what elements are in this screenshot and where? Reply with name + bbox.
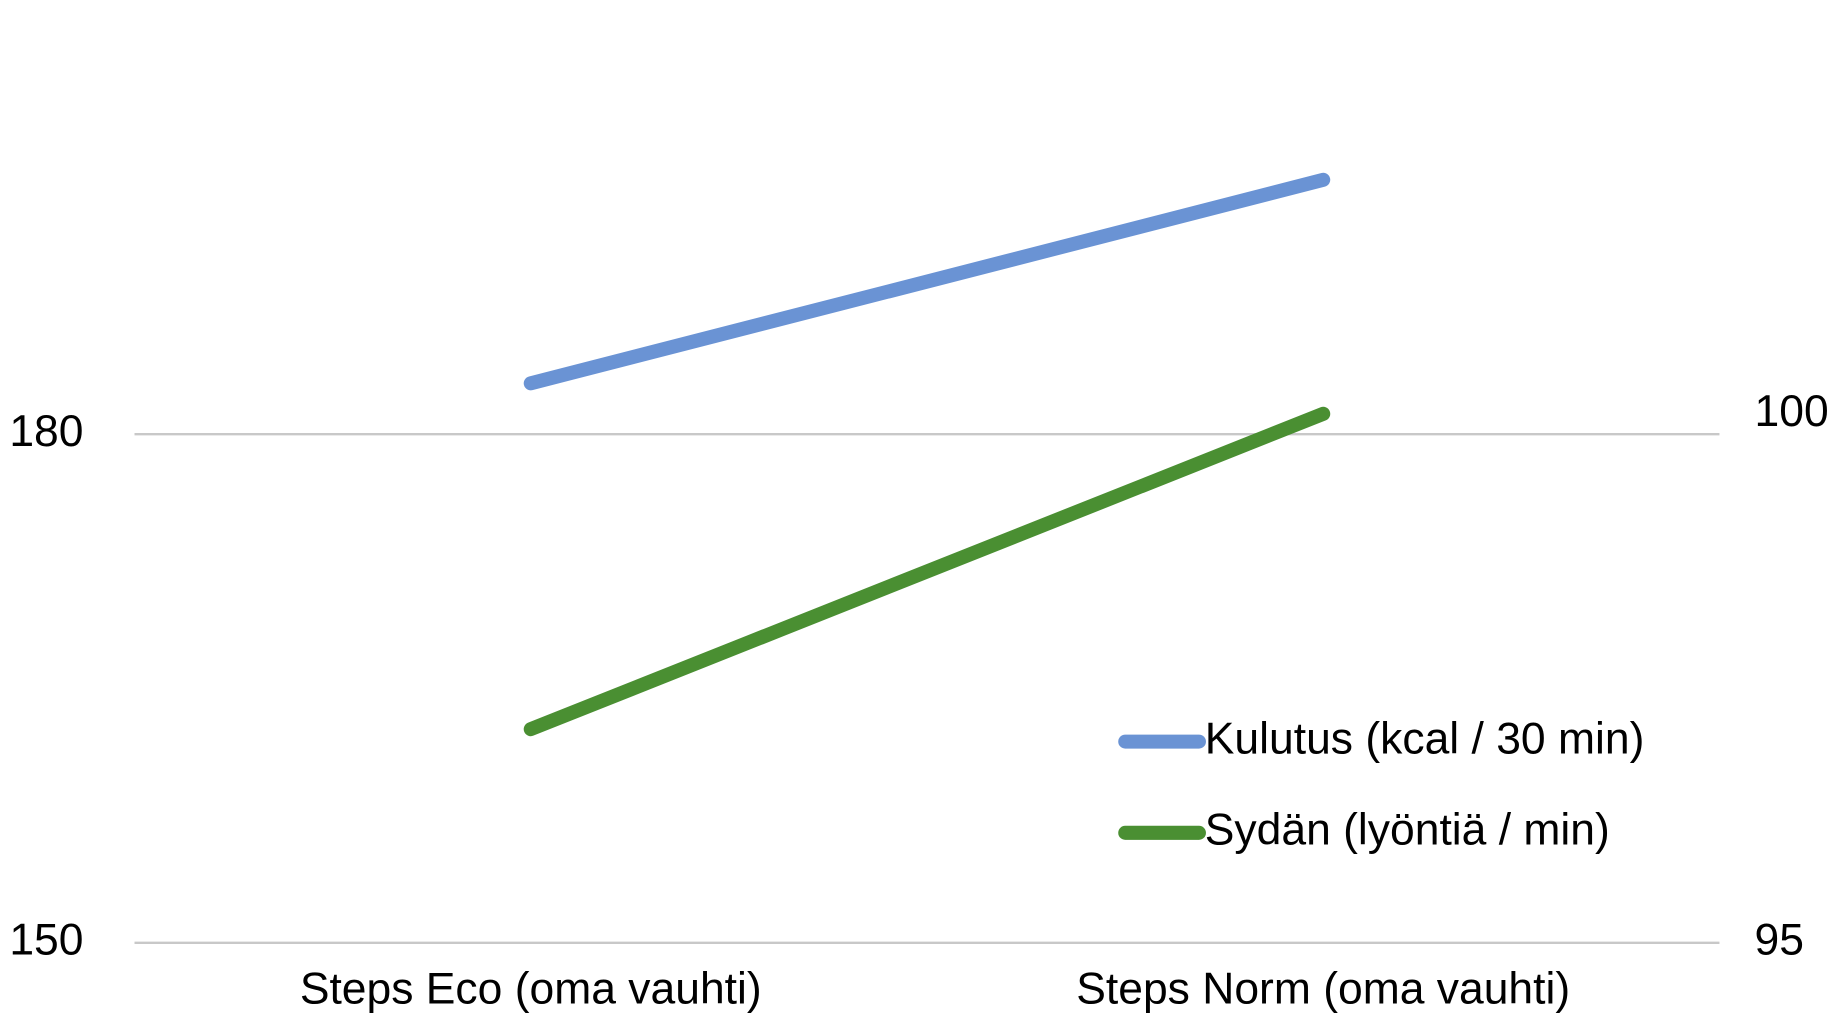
plot-area: 150 180 95 100 Steps Eco (oma vauhti) Steps N…	[9, 172, 1829, 1014]
y-tick-label: 150	[9, 916, 83, 965]
legend-label: Sydän (lyöntiä / min)	[1205, 806, 1610, 855]
x-tick-label: Steps Eco (oma vauhti)	[300, 965, 762, 1014]
legend-label: Kulutus (kcal / 30 min)	[1205, 714, 1645, 763]
y2-tick-label: 95	[1755, 916, 1804, 965]
series-line	[523, 406, 1331, 737]
series-line	[523, 172, 1331, 391]
x-tick-label: Steps Norm (oma vauhti)	[1076, 965, 1570, 1014]
y-tick-label: 180	[9, 407, 83, 456]
y2-tick-label: 100	[1755, 387, 1829, 436]
